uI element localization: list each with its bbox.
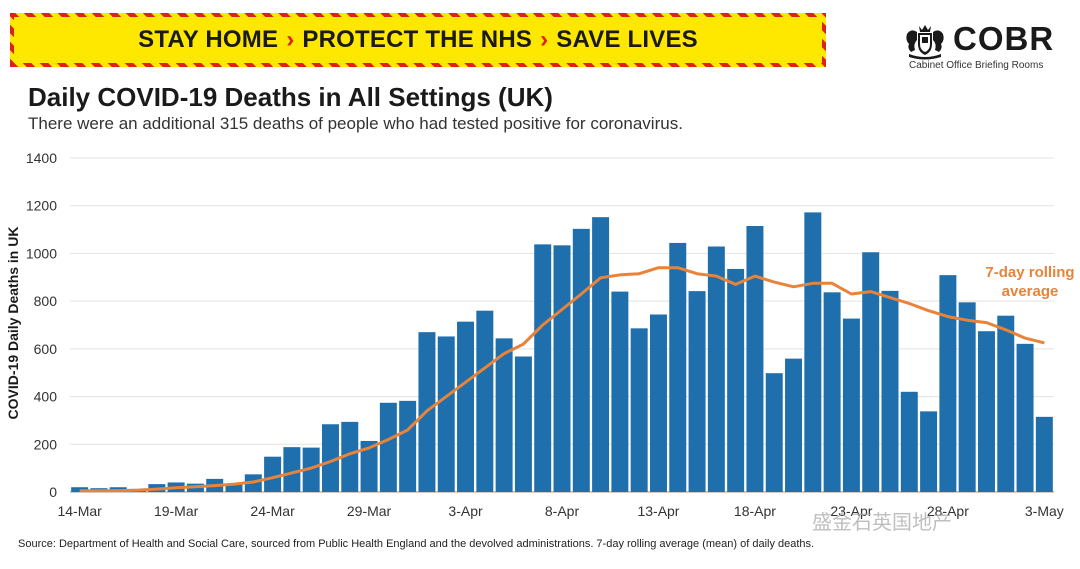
bar bbox=[765, 373, 783, 492]
x-tick-label: 3-Apr bbox=[448, 503, 483, 519]
bar bbox=[804, 212, 822, 492]
page-subtitle: There were an additional 315 deaths of p… bbox=[28, 114, 683, 133]
bar bbox=[572, 228, 590, 492]
rolling-average-line bbox=[79, 266, 1045, 493]
rolling-average-annotation-line2: average bbox=[1002, 283, 1059, 300]
bar bbox=[649, 314, 667, 492]
cobr-name: COBR bbox=[953, 20, 1055, 57]
bar bbox=[669, 242, 687, 492]
x-tick-label: 3-May bbox=[1025, 503, 1064, 519]
y-axis-ticks: 0 200 400 600 800 1000 1200 1400 bbox=[26, 150, 57, 500]
chevron-right-icon: › bbox=[286, 26, 295, 53]
y-tick-label: 1200 bbox=[26, 198, 57, 214]
bar bbox=[688, 291, 706, 492]
bar bbox=[341, 421, 359, 492]
x-tick-label: 8-Apr bbox=[545, 503, 580, 519]
y-tick-label: 400 bbox=[34, 389, 58, 405]
rolling-average-series bbox=[79, 266, 1045, 493]
y-tick-label: 800 bbox=[34, 293, 58, 309]
slogan-protect-nhs: PROTECT THE NHS bbox=[302, 26, 533, 53]
bar bbox=[476, 310, 494, 492]
slogan-stay-home: STAY HOME bbox=[138, 26, 279, 53]
bar bbox=[900, 391, 918, 492]
bar bbox=[457, 321, 475, 492]
x-tick-label: 23-Apr bbox=[830, 503, 872, 519]
bar bbox=[997, 315, 1015, 492]
royal-crest-icon bbox=[906, 25, 944, 60]
bar bbox=[920, 411, 938, 492]
bar bbox=[958, 302, 976, 492]
slogan-banner: STAY HOME › PROTECT THE NHS › SAVE LIVES bbox=[10, 13, 826, 67]
bar bbox=[321, 424, 339, 492]
slogan-save-lives: SAVE LIVES bbox=[556, 26, 698, 53]
bar bbox=[842, 318, 860, 492]
cobr-subtitle: Cabinet Office Briefing Rooms bbox=[909, 60, 1044, 71]
bar bbox=[823, 292, 841, 492]
watermark: 盛金石英国地产 bbox=[812, 512, 952, 534]
x-tick-label: 18-Apr bbox=[734, 503, 776, 519]
bar bbox=[302, 447, 320, 492]
bar bbox=[495, 338, 513, 492]
bar bbox=[264, 456, 282, 492]
source-note: Source: Department of Health and Social … bbox=[18, 538, 815, 550]
bar bbox=[881, 290, 899, 492]
bar bbox=[727, 268, 745, 492]
x-tick-label: 24-Mar bbox=[250, 503, 295, 519]
x-tick-label: 28-Apr bbox=[927, 503, 969, 519]
bar bbox=[283, 447, 301, 492]
bar bbox=[1016, 343, 1034, 492]
cobr-logo: COBR Cabinet Office Briefing Rooms bbox=[903, 20, 1063, 75]
bar bbox=[399, 400, 417, 492]
y-tick-label: 1400 bbox=[26, 150, 57, 166]
bar bbox=[514, 356, 532, 492]
bar bbox=[360, 440, 378, 492]
y-tick-label: 1000 bbox=[26, 245, 57, 261]
chevron-right-icon: › bbox=[540, 26, 549, 53]
bar bbox=[379, 402, 397, 492]
y-tick-label: 200 bbox=[34, 436, 58, 452]
bar-series bbox=[71, 212, 1053, 492]
bar bbox=[630, 328, 648, 492]
bar bbox=[592, 217, 610, 492]
x-tick-label: 14-Mar bbox=[57, 503, 102, 519]
bar bbox=[1035, 416, 1053, 492]
page-title: Daily COVID-19 Deaths in All Settings (U… bbox=[28, 82, 553, 112]
bar bbox=[225, 484, 243, 492]
bar bbox=[785, 358, 803, 492]
x-tick-label: 29-Mar bbox=[347, 503, 392, 519]
bar bbox=[746, 225, 764, 492]
bar bbox=[534, 244, 552, 492]
y-tick-label: 600 bbox=[34, 341, 58, 357]
x-tick-label: 19-Mar bbox=[154, 503, 199, 519]
bar bbox=[553, 245, 571, 492]
bar bbox=[862, 252, 880, 492]
bar bbox=[939, 275, 957, 492]
y-tick-label: 0 bbox=[49, 484, 57, 500]
bar bbox=[437, 336, 455, 492]
bar bbox=[977, 331, 995, 492]
bar bbox=[611, 291, 629, 492]
x-axis-ticks: 14-Mar 19-Mar 24-Mar 29-Mar 3-Apr 8-Apr 13-Apr… bbox=[57, 503, 1063, 519]
y-axis-label: COVID-19 Daily Deaths in UK bbox=[5, 227, 21, 420]
x-tick-label: 13-Apr bbox=[637, 503, 679, 519]
bar bbox=[707, 246, 725, 492]
rolling-average-annotation-line1: 7-day rolling bbox=[985, 264, 1074, 281]
